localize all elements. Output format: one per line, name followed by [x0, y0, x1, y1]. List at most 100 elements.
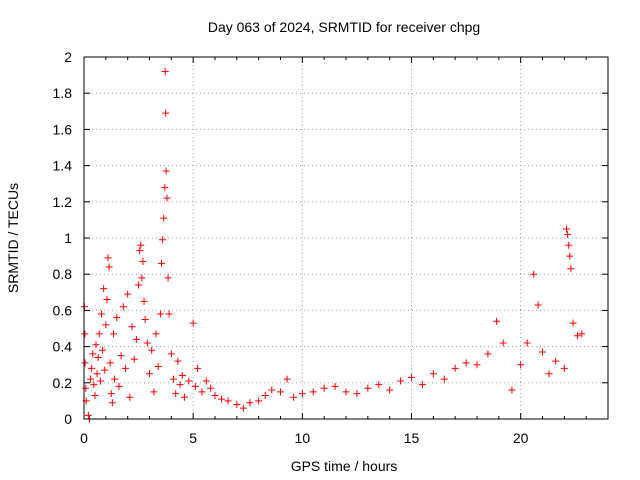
- data-point: [115, 382, 123, 390]
- data-point: [569, 319, 577, 327]
- y-tick-label: 1.6: [53, 121, 73, 137]
- data-point: [113, 314, 121, 322]
- data-point: [290, 393, 298, 401]
- data-point: [154, 363, 162, 371]
- y-tick-label: 0.2: [53, 375, 73, 391]
- data-point: [138, 274, 146, 282]
- data-point: [545, 370, 553, 378]
- data-point: [84, 411, 92, 419]
- data-point: [121, 364, 129, 372]
- data-point: [96, 377, 104, 385]
- data-point: [82, 384, 90, 392]
- data-point: [539, 348, 546, 356]
- x-tick-label: 0: [80, 430, 88, 446]
- y-tick-label: 2: [64, 49, 72, 65]
- data-point: [172, 390, 180, 398]
- data-point: [87, 375, 95, 383]
- data-point: [176, 381, 184, 389]
- data-point: [162, 167, 170, 175]
- data-point: [109, 330, 117, 338]
- data-point: [255, 397, 263, 405]
- data-point: [277, 388, 284, 396]
- data-point: [165, 310, 173, 318]
- data-point: [174, 357, 182, 365]
- data-point: [563, 225, 571, 233]
- data-point: [207, 384, 215, 392]
- data-point: [268, 386, 276, 394]
- data-point: [130, 355, 138, 363]
- data-point: [508, 386, 516, 394]
- data-point: [105, 263, 113, 271]
- data-point: [534, 301, 542, 309]
- y-tick-label: 1: [64, 230, 72, 246]
- data-point: [148, 346, 156, 354]
- data-point: [180, 393, 188, 401]
- data-point: [101, 366, 109, 374]
- data-point: [91, 391, 99, 399]
- data-point: [102, 321, 110, 329]
- data-point: [103, 296, 111, 304]
- data-point: [239, 404, 247, 412]
- data-point: [309, 388, 317, 396]
- data-point: [95, 330, 103, 338]
- chart-grid: [84, 57, 608, 419]
- data-point: [560, 364, 568, 372]
- data-point: [88, 364, 96, 372]
- data-point: [552, 357, 560, 365]
- data-point: [564, 230, 572, 238]
- data-point: [189, 319, 197, 327]
- data-point: [128, 323, 136, 331]
- x-tick-label: 10: [295, 430, 311, 446]
- data-point: [573, 332, 581, 340]
- data-point: [159, 236, 167, 244]
- data-point: [160, 214, 168, 222]
- data-point: [429, 370, 437, 378]
- data-point: [164, 274, 172, 282]
- data-point: [320, 384, 328, 392]
- data-point: [462, 359, 470, 367]
- data-point: [233, 401, 241, 409]
- data-point: [530, 270, 538, 278]
- data-point: [81, 359, 89, 367]
- data-point: [451, 364, 459, 372]
- chart-title: Day 063 of 2024, SRMTID for receiver chp…: [208, 19, 480, 35]
- data-point: [137, 241, 145, 249]
- data-point: [135, 281, 143, 289]
- y-axis-label: SRMTID / TECUs: [5, 183, 21, 293]
- data-point: [104, 254, 112, 262]
- data-point: [185, 377, 193, 385]
- y-tick-label: 0.4: [53, 339, 73, 355]
- data-point: [156, 310, 164, 318]
- data-point: [178, 372, 186, 380]
- data-point: [146, 370, 153, 378]
- data-point: [191, 382, 199, 390]
- data-point: [198, 388, 206, 396]
- y-tick-label: 0: [64, 411, 72, 427]
- data-point: [567, 265, 575, 273]
- data-point: [202, 377, 210, 385]
- data-point: [100, 285, 108, 293]
- data-point: [150, 388, 158, 396]
- data-point: [94, 353, 102, 361]
- data-point: [92, 341, 100, 349]
- data-point: [107, 390, 115, 398]
- data-point: [473, 361, 481, 369]
- data-point: [517, 361, 525, 369]
- data-point: [97, 310, 105, 318]
- data-point: [126, 393, 134, 401]
- data-point: [141, 315, 149, 323]
- data-point: [111, 375, 119, 383]
- data-point: [578, 330, 586, 338]
- data-point: [140, 297, 148, 305]
- data-series: [80, 67, 586, 423]
- data-point: [493, 317, 501, 325]
- y-tick-label: 0.8: [53, 266, 73, 282]
- data-point: [90, 381, 98, 389]
- y-tick-label: 1.4: [53, 158, 73, 174]
- data-point: [353, 390, 361, 398]
- data-point: [99, 346, 107, 354]
- data-point: [364, 384, 372, 392]
- data-point: [565, 241, 573, 249]
- data-point: [93, 370, 101, 378]
